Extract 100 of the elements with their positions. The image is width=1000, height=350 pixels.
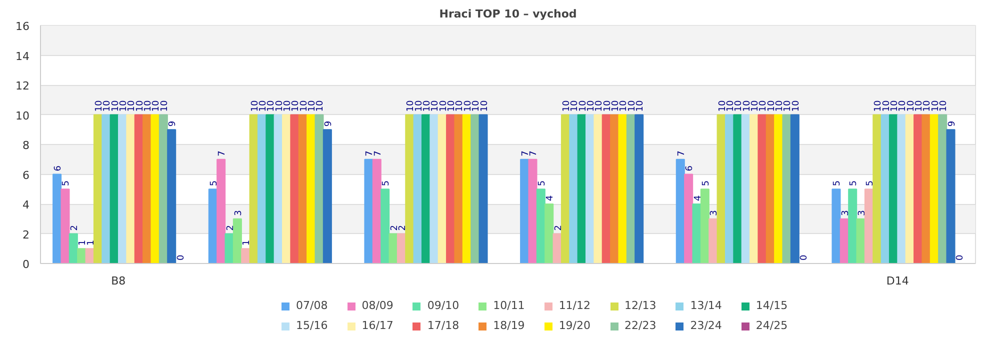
bar [364, 158, 374, 264]
data-label: 10 [636, 100, 646, 112]
bar [758, 114, 767, 264]
data-label: 5 [62, 180, 72, 186]
legend-label: 09/10 [427, 299, 460, 312]
bar [322, 129, 332, 264]
bar [708, 218, 718, 264]
bar [216, 158, 226, 264]
bar [150, 114, 160, 264]
data-label: 3 [840, 210, 851, 216]
data-label: 0 [800, 254, 810, 260]
data-label: 2 [70, 225, 80, 231]
bar [266, 114, 275, 264]
bar [684, 174, 694, 264]
bar [68, 233, 78, 264]
legend-label: 10/11 [493, 299, 525, 312]
bar [676, 158, 685, 264]
bar [938, 114, 948, 264]
bar [167, 129, 176, 264]
legend-label: 23/24 [690, 319, 722, 332]
bar [224, 233, 234, 264]
legend-label: 07/08 [296, 299, 328, 312]
data-label: 5 [537, 180, 548, 186]
bar [594, 114, 603, 264]
bar [380, 188, 390, 264]
data-label: 5 [865, 180, 876, 186]
y-tick-label: 12 [16, 80, 30, 92]
data-label: 7 [365, 150, 376, 156]
legend-label: 16/17 [362, 319, 394, 332]
legend-label: 13/14 [690, 299, 722, 312]
bar [241, 248, 250, 264]
data-label: 10 [939, 100, 950, 112]
data-label: 5 [701, 180, 712, 186]
bar [454, 114, 464, 264]
bar [314, 114, 324, 264]
y-tick-label: 0 [22, 258, 30, 271]
legend-label: 12/13 [624, 299, 656, 312]
legend-label: 19/20 [558, 319, 591, 332]
bar [60, 188, 70, 264]
data-label: 7 [676, 150, 687, 156]
y-tick-label: 16 [16, 20, 30, 33]
bar [692, 204, 702, 264]
data-label: 5 [209, 180, 220, 186]
bar [634, 114, 644, 264]
bar [126, 114, 136, 264]
y-tick-label: 8 [22, 139, 30, 152]
legend-label: 22/23 [624, 319, 656, 332]
bar [77, 248, 86, 264]
data-label: 4 [693, 195, 704, 201]
bar [470, 114, 480, 264]
data-label: 10 [316, 100, 326, 112]
bar [569, 114, 578, 264]
legend-label: 24/25 [756, 319, 788, 332]
data-label: 1 [242, 240, 252, 246]
bar [478, 114, 488, 264]
data-label: 2 [398, 225, 408, 231]
bar [733, 114, 742, 264]
y-tick-label: 14 [16, 50, 30, 63]
bar [372, 158, 382, 264]
data-label: 4 [546, 195, 556, 201]
y-tick-label: 10 [16, 109, 30, 122]
bar [528, 158, 538, 264]
data-label: 10 [480, 100, 490, 112]
y-tick-label: 6 [22, 168, 30, 182]
bar [536, 188, 546, 264]
data-label: 2 [554, 225, 564, 231]
data-label: 5 [382, 180, 392, 186]
data-label: 3 [234, 210, 244, 216]
bar [700, 188, 710, 264]
chart-title: Hraci TOP 10 – vychod [439, 8, 577, 20]
legend-label: 11/12 [558, 299, 591, 312]
bar [790, 114, 800, 264]
data-label: 1 [78, 240, 88, 246]
data-label: 3 [710, 210, 720, 216]
bar [290, 114, 300, 264]
x-tick-label: D14 [886, 274, 909, 288]
legend-label: 15/16 [296, 319, 328, 332]
data-label: 2 [226, 225, 236, 231]
data-label: 7 [218, 150, 228, 156]
y-tick-label: 4 [22, 198, 30, 212]
bar [618, 114, 628, 264]
data-label: 3 [857, 210, 868, 216]
data-label: 5 [832, 180, 843, 186]
data-label: 10 [160, 100, 170, 112]
data-label: 1 [86, 240, 96, 246]
bar [848, 188, 858, 264]
y-tick-label: 2 [22, 228, 30, 242]
data-label: 9 [947, 120, 958, 127]
bar [102, 114, 111, 264]
bar [922, 114, 931, 264]
bar [946, 129, 956, 264]
data-label: 6 [54, 165, 64, 172]
bar [405, 114, 414, 264]
legend-label: 18/19 [493, 319, 525, 332]
x-tick-label: B8 [111, 274, 126, 288]
data-label: 7 [529, 150, 540, 156]
bar [430, 114, 439, 264]
data-label: 7 [373, 150, 384, 156]
data-label: 9 [168, 120, 178, 127]
legend-label: 14/15 [756, 299, 788, 312]
